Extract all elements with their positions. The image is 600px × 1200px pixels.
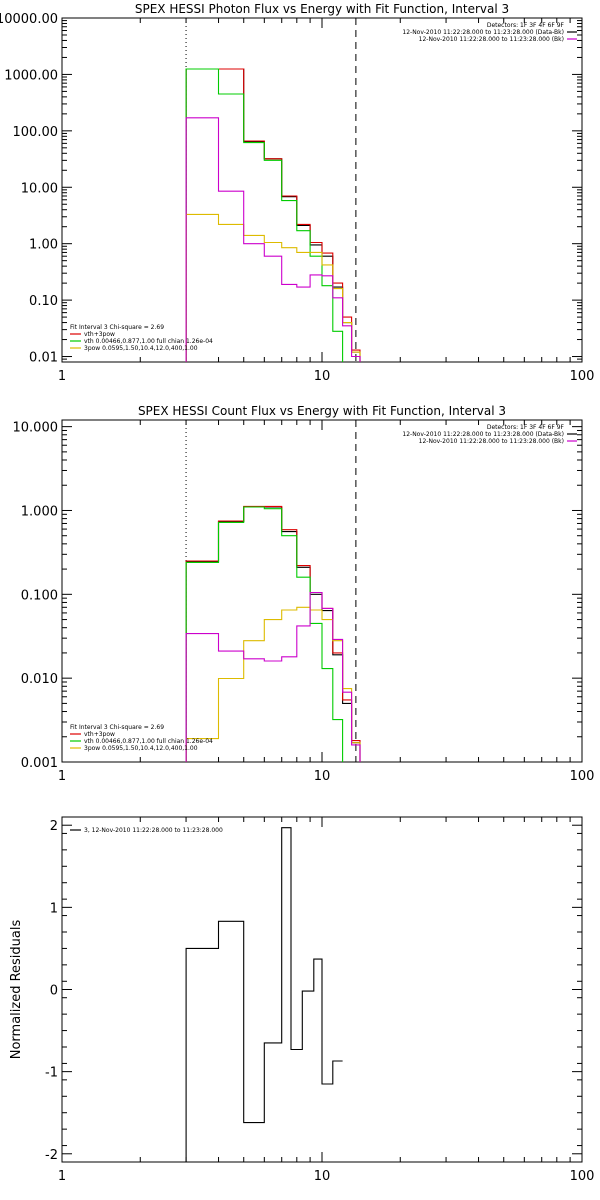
y-tick-label: 1.00 — [29, 238, 58, 253]
y-tick-label: -2 — [45, 1148, 58, 1163]
legend-left-entry: vth 0.00466,0.877,1.00 full chian 1.26e-… — [84, 338, 213, 345]
x-tick-label: 1 — [58, 1169, 66, 1184]
y-tick-label: 10.000 — [13, 421, 59, 436]
series-1-step-line — [185, 505, 361, 762]
plot-frame — [61, 419, 583, 763]
y-tick-label: 0.010 — [21, 672, 58, 687]
y-tick-label: 0.10 — [29, 294, 58, 309]
legend-left-entry: vth+3pow — [84, 731, 115, 738]
series-2-step-line — [185, 68, 344, 362]
y-tick-label: 0.100 — [21, 588, 58, 603]
series-2-step-line — [185, 506, 344, 762]
legend-left-entry: 3pow 0.0595,1.50,10.4,12.0,400,1.00 — [84, 745, 198, 752]
x-tick-label: 1 — [58, 369, 66, 384]
series-4-step-line — [185, 591, 361, 762]
legend-left-entry: Fit Interval 3 Chi-square = 2.69 — [70, 324, 164, 331]
y-tick-label: 1.000 — [21, 504, 58, 519]
legend-left-entry: 3pow 0.0595,1.50,10.4,12.0,400,1.00 — [84, 345, 198, 352]
legend-right-entry: 12-Nov-2010 11:22:28.000 to 11:23:28.000… — [419, 36, 564, 43]
legend-left-entry: vth 0.00466,0.877,1.00 full chian 1.26e-… — [84, 738, 213, 745]
legend-right-entry: 12-Nov-2010 11:22:28.000 to 11:23:28.000… — [419, 438, 564, 445]
series-4-step-line — [185, 117, 361, 362]
legend-right-entry: Detectors: 1F 3F 4F 6F 9F — [487, 22, 565, 29]
chart-title: SPEX HESSI Count Flux vs Energy with Fit… — [138, 404, 506, 418]
x-tick-label: 100 — [570, 1169, 595, 1184]
series-0-step-line — [185, 68, 361, 362]
y-tick-label: 100.00 — [13, 125, 59, 140]
y-tick-label: 10000.00 — [0, 12, 58, 27]
series-3-step-line — [185, 606, 361, 762]
x-tick-label: 100 — [570, 369, 595, 384]
y-tick-label: 2 — [50, 819, 58, 834]
chart-title: SPEX HESSI Photon Flux vs Energy with Fi… — [135, 2, 509, 16]
x-tick-label: 10 — [314, 369, 331, 384]
y-axis-label: Normalized Residuals — [9, 920, 24, 1060]
y-tick-label: 1000.00 — [4, 68, 58, 83]
legend-right-entry: Detectors: 1F 3F 4F 6F 9F — [487, 424, 565, 431]
x-tick-label: 100 — [570, 769, 595, 784]
x-tick-label: 1 — [58, 769, 66, 784]
x-tick-label: 10 — [314, 769, 331, 784]
y-tick-label: -1 — [45, 1066, 58, 1081]
series-3-step-line — [185, 213, 361, 362]
series-0-step-line — [185, 506, 361, 762]
y-tick-label: 1 — [50, 901, 58, 916]
series-0-step-line — [185, 827, 343, 1162]
y-tick-label: 0 — [50, 984, 58, 999]
x-tick-label: 10 — [314, 1169, 331, 1184]
legend-left-entry: 3, 12-Nov-2010 11:22:28.000 to 11:23:28.… — [84, 827, 223, 834]
y-tick-label: 10.00 — [21, 181, 58, 196]
plot-frame — [61, 17, 583, 363]
legend-right-entry: 12-Nov-2010 11:22:28.000 to 11:23:28.000… — [402, 431, 564, 438]
legend-right-entry: 12-Nov-2010 11:22:28.000 to 11:23:28.000… — [402, 29, 564, 36]
legend-left-entry: vth+3pow — [84, 331, 115, 338]
y-tick-label: 0.001 — [21, 756, 58, 771]
y-tick-label: 0.01 — [29, 351, 58, 366]
series-1-step-line — [185, 68, 361, 362]
legend-left-entry: Fit Interval 3 Chi-square = 2.69 — [70, 724, 164, 731]
